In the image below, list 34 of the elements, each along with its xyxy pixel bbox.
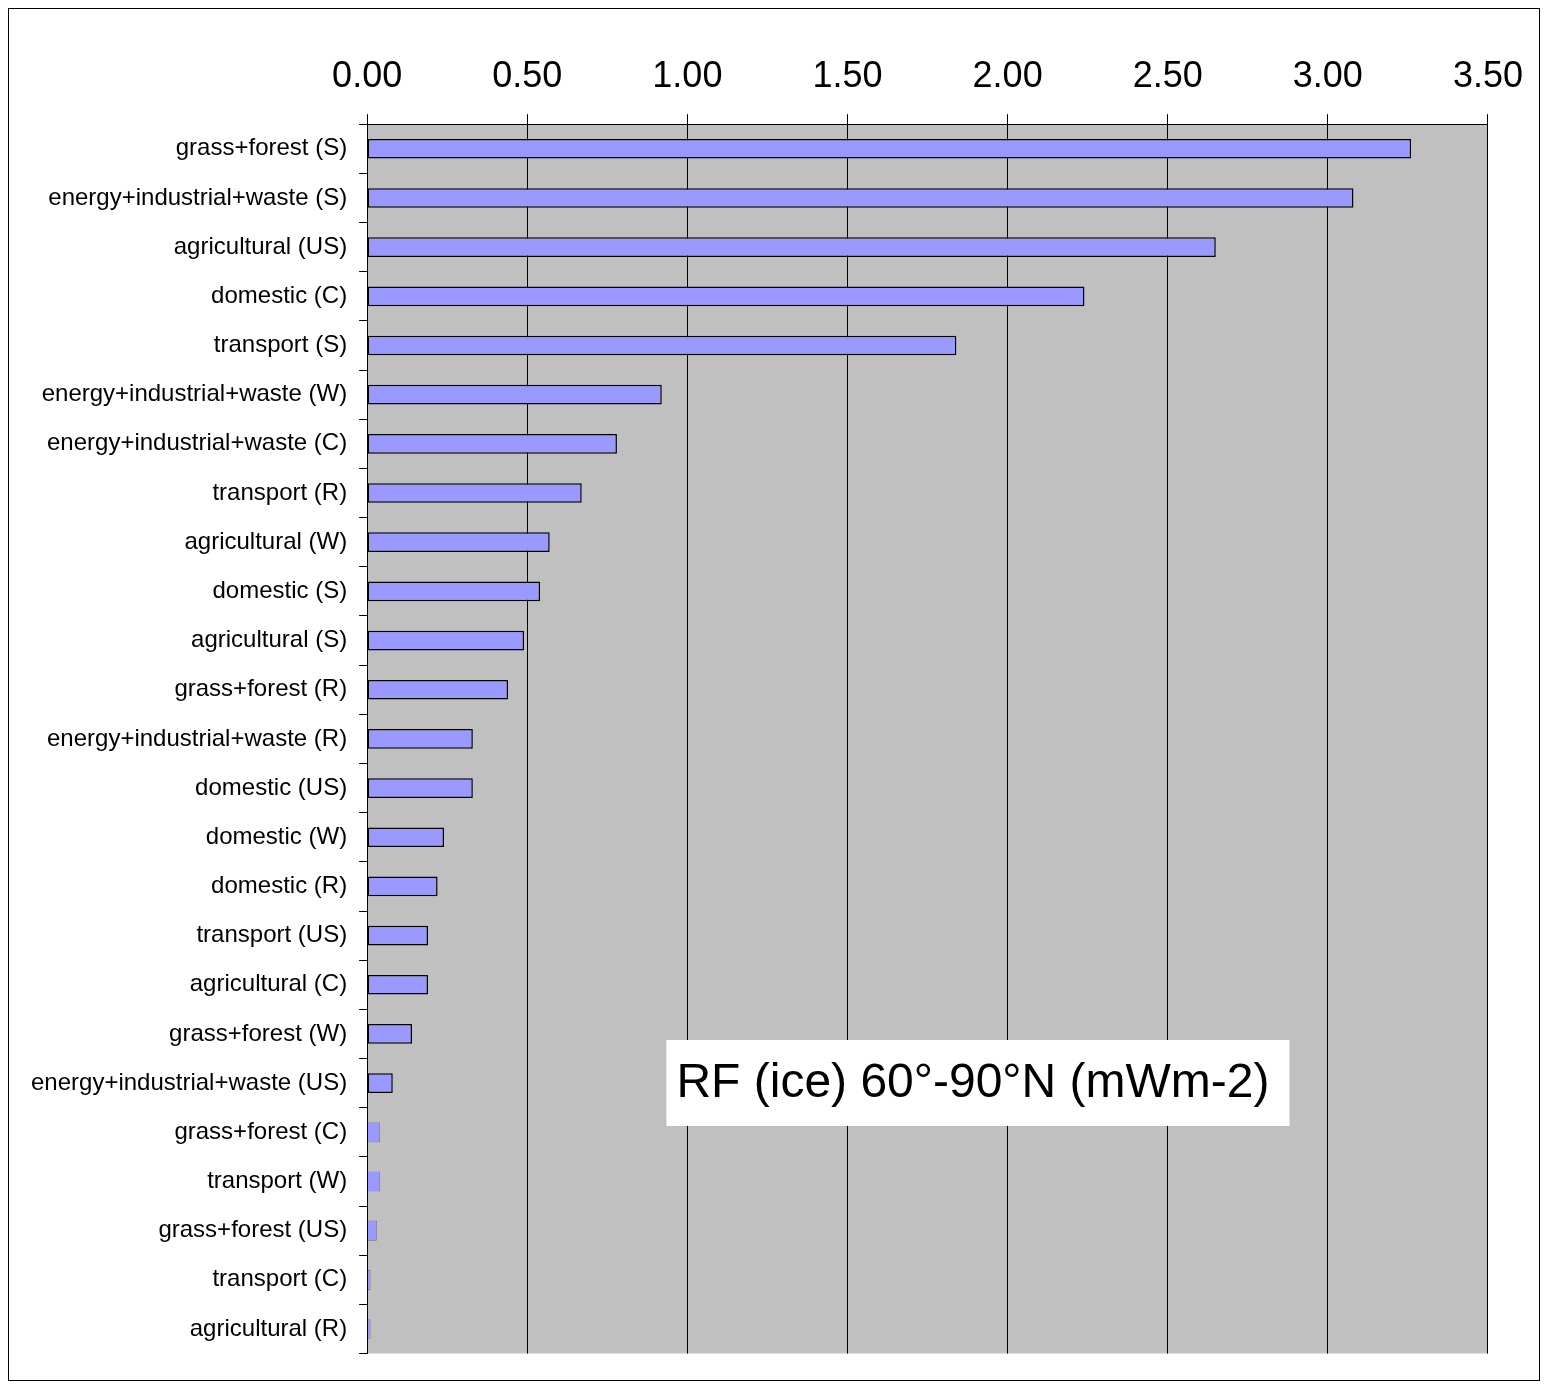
x-tick-label: 1.00 <box>652 53 723 95</box>
y-tick-label: domestic (R) <box>211 871 348 899</box>
y-tick-label: agricultural (R) <box>189 1313 348 1341</box>
x-tick-label: 0.50 <box>492 53 563 95</box>
y-tick-label: transport (US) <box>196 920 348 948</box>
y-tick-label: transport (W) <box>207 1166 348 1194</box>
y-tick-label: grass+forest (S) <box>175 133 348 161</box>
y-tick-label: grass+forest (US) <box>158 1215 348 1243</box>
y-tick-label: grass+forest (C) <box>174 1116 348 1144</box>
y-tick-label: energy+industrial+waste (R) <box>47 723 348 751</box>
y-tick-label: agricultural (W) <box>184 526 348 554</box>
y-tick-label: energy+industrial+waste (C) <box>47 428 348 456</box>
y-tick-label: domestic (S) <box>212 576 348 603</box>
annotation: RF (ice) 60°-90°N (mWm-2) <box>676 1054 1270 1108</box>
x-tick-label: 3.00 <box>1292 53 1363 95</box>
y-tick-label: domestic (W) <box>205 821 348 849</box>
y-tick-label: domestic (C) <box>211 280 348 308</box>
x-tick-label: 3.50 <box>1452 53 1524 95</box>
y-tick-label: transport (C) <box>212 1264 348 1292</box>
x-tick-label: 2.00 <box>972 53 1043 95</box>
x-tick-label: 1.50 <box>812 53 883 95</box>
y-tick-label: agricultural (US) <box>173 231 348 259</box>
y-tick-label: energy+industrial+waste (US) <box>30 1067 348 1095</box>
y-tick-label: grass+forest (R) <box>174 674 348 702</box>
x-tick-label: 2.50 <box>1132 53 1203 95</box>
y-tick-label: energy+industrial+waste (W) <box>41 379 348 407</box>
y-tick-label: agricultural (C) <box>189 969 348 997</box>
y-tick-label: transport (S) <box>213 330 348 358</box>
y-tick-label: agricultural (S) <box>191 625 348 653</box>
x-tick-label: 0.00 <box>332 53 403 95</box>
y-tick-label: energy+industrial+waste (S) <box>48 182 348 210</box>
y-tick-label: domestic (US) <box>195 772 348 800</box>
y-tick-label: grass+forest (W) <box>169 1018 348 1046</box>
y-tick-label: transport (R) <box>212 477 348 505</box>
